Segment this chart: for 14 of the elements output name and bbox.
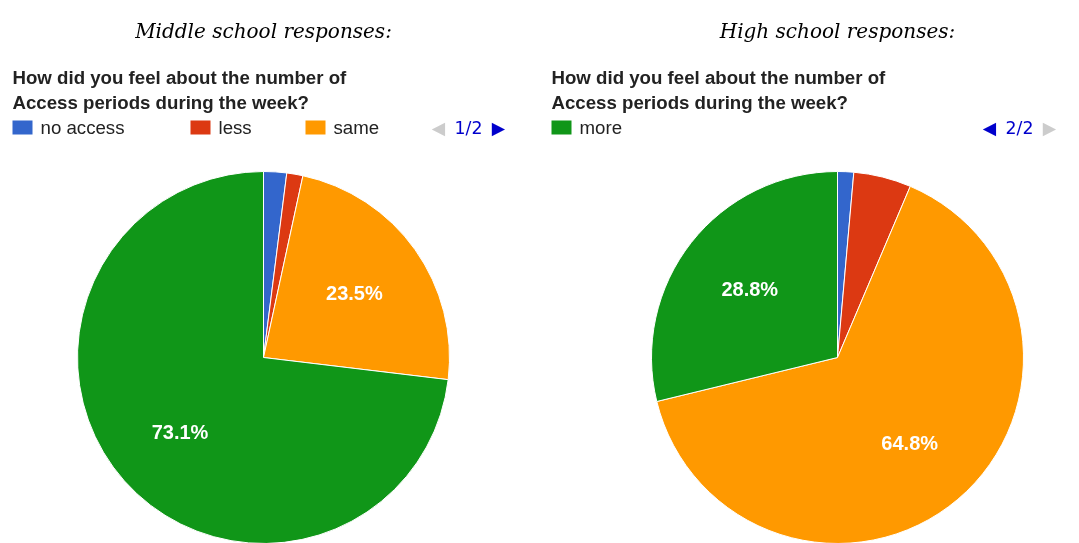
chart-subtitle: How did you feel about the number of Access periods during the week? (12, 67, 348, 113)
chart-title: Middle school responses: (134, 18, 392, 43)
legend-label: less (218, 117, 252, 138)
data-label: 28.8% (721, 277, 779, 300)
legend-label: same (333, 117, 380, 138)
data-label: 64.8% (881, 431, 939, 454)
chart-subtitle: How did you feel about the number of Access periods during the week? (551, 67, 887, 113)
chart-title: High school responses: (718, 18, 956, 43)
legend-label: no access (40, 117, 125, 138)
text: ◀ 1/2 ▶ (431, 117, 506, 138)
text: ◀ 2/2 ▶ (982, 117, 1057, 138)
data-label: 23.5% (326, 281, 383, 304)
legend-label: more (579, 117, 623, 138)
data-label: 73.1% (151, 420, 209, 443)
